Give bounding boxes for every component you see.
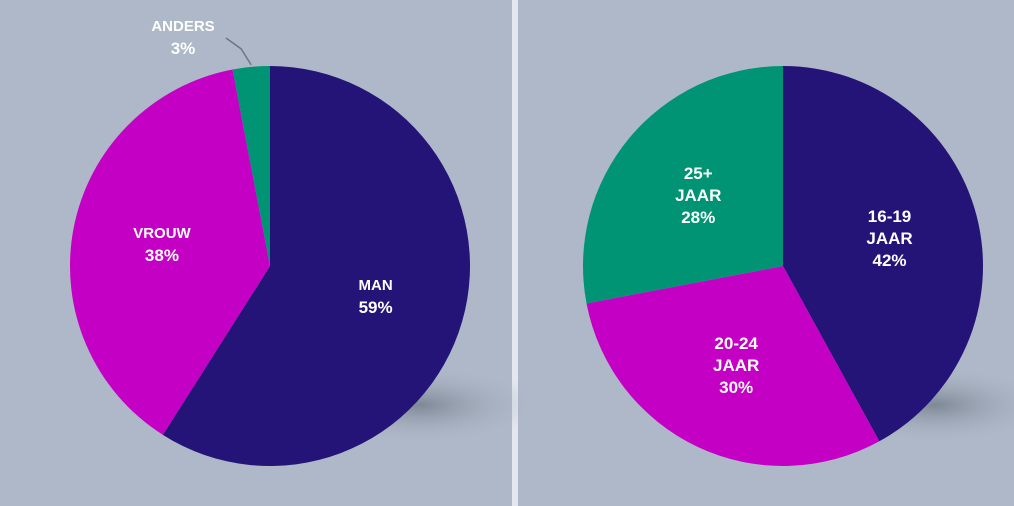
value-label: 28% [681,207,716,227]
category-label: 20-24 JAAR [713,333,760,375]
pie-slice [583,66,783,304]
value-label: 30% [719,377,754,397]
category-label: ANDERS [151,18,215,35]
category-label: MAN [358,276,393,294]
slice-label: ANDERS 3% [151,16,214,60]
pie-slice [783,66,983,442]
category-label: 16-19 JAAR [866,206,913,248]
pie-slice [70,69,270,435]
slice-label: VROUW 38% [133,223,191,267]
divider [512,0,518,506]
slice-label: 20-24 JAAR 30% [706,333,766,399]
value-label: 42% [872,250,907,270]
value-label: 3% [170,39,196,58]
value-label: 38% [144,246,179,266]
pie-slice [162,66,470,466]
pie-slice [232,66,270,266]
slice-label: MAN 59% [359,275,393,319]
pie-slice [586,266,880,466]
leader-line [225,37,252,66]
category-label: 25+ JAAR [675,163,722,205]
category-label: VROUW [133,225,191,243]
value-label: 59% [358,297,393,317]
slice-label: 16-19 JAAR 42% [860,206,920,272]
slice-label: 25+ JAAR 28% [668,163,728,229]
